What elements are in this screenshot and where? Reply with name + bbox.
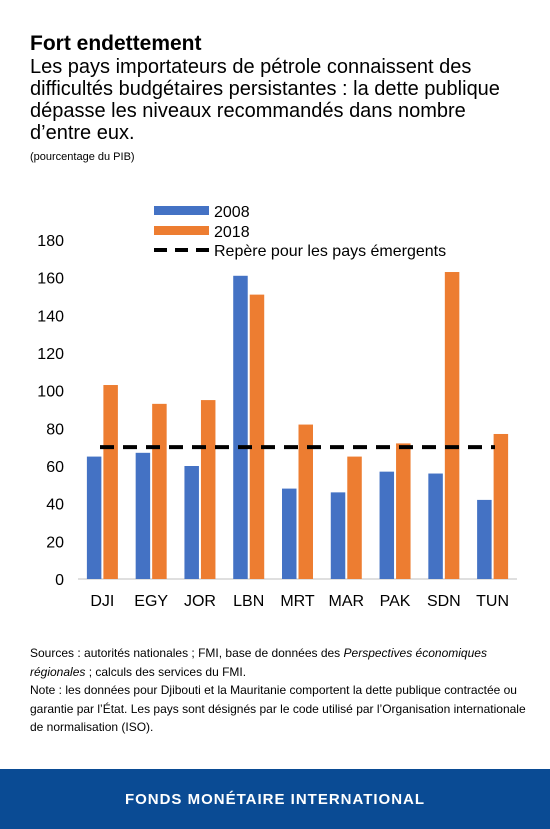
bar-2008-tun <box>477 499 492 579</box>
sources-text: Sources : autorités nationales ; FMI, ba… <box>30 644 530 681</box>
chart-title: Fort endettement <box>30 32 202 55</box>
x-tick-label: MAR <box>328 593 364 610</box>
bar-2008-egy <box>135 452 151 579</box>
x-tick-label: JOR <box>184 593 216 610</box>
bar-2008-mrt <box>282 488 297 579</box>
bar-2018-pak <box>396 443 411 579</box>
bar-2018-mrt <box>298 424 313 579</box>
bar-chart: 0 20 40 60 80 100 120 140 160 180 DJI EGY JOR LBN MRT M… <box>37 204 517 610</box>
bar-2008-dji <box>86 456 102 579</box>
legend-swatch-2018 <box>154 226 209 235</box>
y-tick-label: 0 <box>55 572 64 589</box>
y-tick-label: 180 <box>37 233 64 250</box>
x-tick-label: TUN <box>476 593 509 610</box>
legend-label-2008: 2008 <box>214 204 250 221</box>
bar-2018-sdn <box>444 272 460 579</box>
legend-swatch-2008 <box>154 206 209 215</box>
sources-suffix: ; calculs des services du FMI. <box>85 664 247 679</box>
y-tick-label: 100 <box>37 384 64 401</box>
bar-2008-pak <box>379 471 395 579</box>
bar-2018-tun <box>493 433 509 579</box>
x-tick-label: DJI <box>90 593 114 610</box>
bar-2008-jor <box>184 466 199 579</box>
y-tick-label: 120 <box>37 346 64 363</box>
x-tick-label: MRT <box>280 593 315 610</box>
bar-2008-sdn <box>428 473 443 579</box>
bar-2018-dji <box>103 385 118 579</box>
note-text: Note : les données pour Djibouti et la M… <box>30 683 526 734</box>
y-tick-label: 20 <box>46 534 64 551</box>
notes: Sources : autorités nationales ; FMI, ba… <box>30 644 530 737</box>
x-tick-label: EGY <box>134 593 168 610</box>
y-tick-label: 60 <box>46 459 64 476</box>
sources-prefix: Sources : autorités nationales ; FMI, ba… <box>30 646 344 660</box>
bar-2018-egy <box>152 403 167 579</box>
bar-2008-mar <box>330 492 346 579</box>
bar-2018-mar <box>347 456 362 579</box>
y-tick-label: 80 <box>46 421 64 438</box>
sources-italic: Perspectives économiques régionales <box>30 646 487 679</box>
x-tick-label: PAK <box>380 593 411 610</box>
unit-label: (pourcentage du PIB) <box>30 151 135 163</box>
y-tick-label: 140 <box>37 308 64 325</box>
x-tick-label: SDN <box>427 593 461 610</box>
x-tick-label: LBN <box>233 593 264 610</box>
bar-2018-jor <box>200 400 216 579</box>
bar-2018-lbn <box>249 294 265 579</box>
footer-label: FONDS MONÉTAIRE INTERNATIONAL <box>124 790 426 808</box>
y-tick-label: 40 <box>46 497 64 514</box>
chart-subtitle: Les pays importateurs de pétrole connais… <box>30 56 500 144</box>
bar-2008-lbn <box>233 275 248 579</box>
legend-label-2018: 2018 <box>214 224 250 241</box>
y-tick-label: 160 <box>37 271 64 288</box>
legend-label-reference: Repère pour les pays émergents <box>214 243 446 260</box>
footer-bar: FONDS MONÉTAIRE INTERNATIONAL <box>0 769 550 829</box>
